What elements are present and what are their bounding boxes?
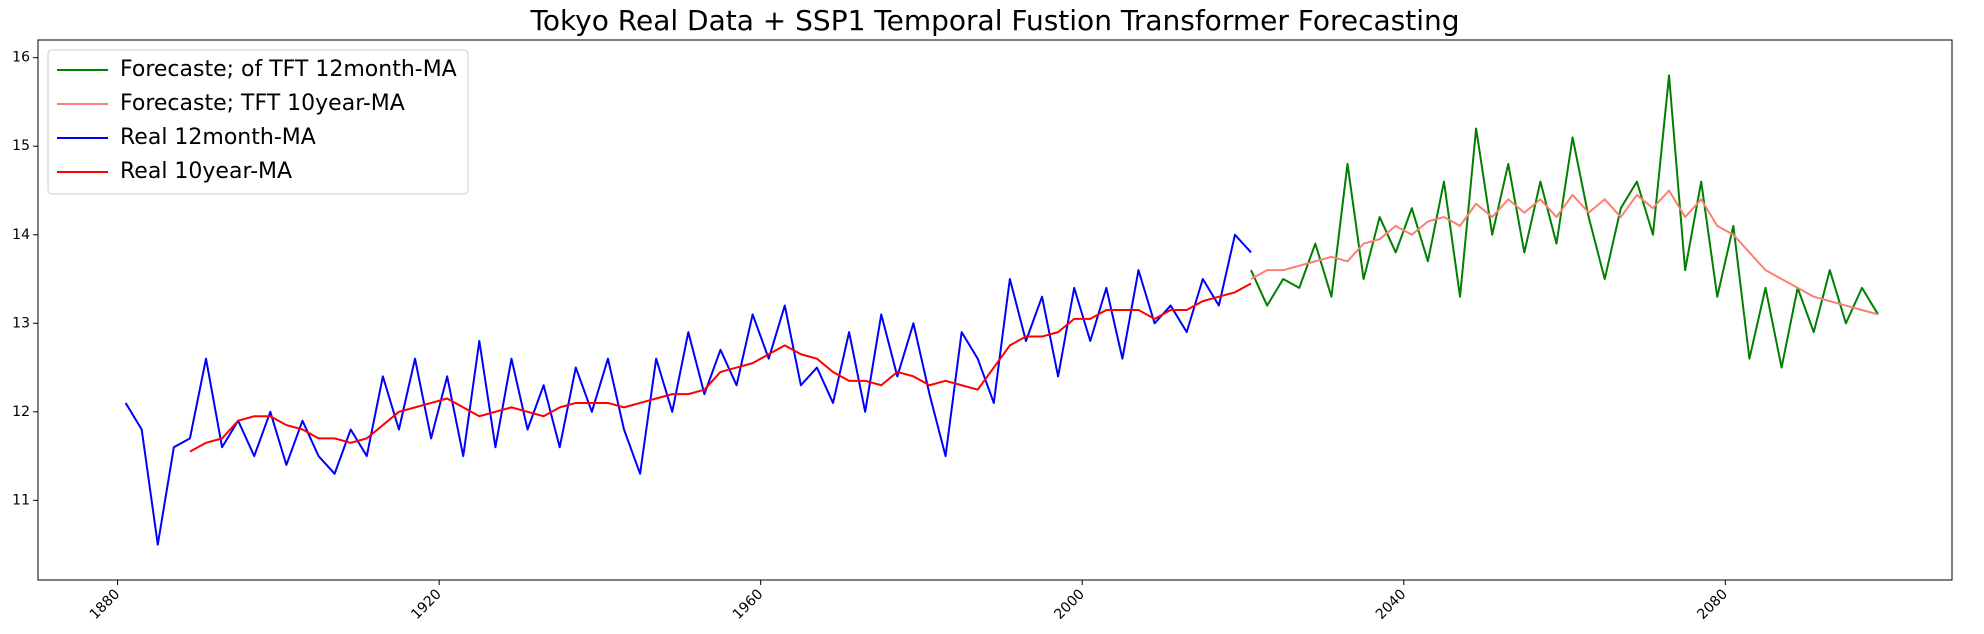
series-line [1250,189,1879,316]
y-tick-label: 12 [12,404,30,420]
plot-area [124,74,1879,546]
series-line [1250,74,1879,369]
y-tick-label: 14 [12,227,30,243]
y-tick-label: 15 [12,138,30,154]
legend-label: Real 12month-MA [120,125,316,150]
axes-frame [37,39,1953,581]
legend-label: Forecaste; TFT 10year-MA [120,91,405,116]
x-tick-label: 1880 [87,586,124,623]
y-tick-label: 11 [12,492,30,508]
y-tick-label: 16 [12,50,30,66]
x-tick-label: 2000 [1051,586,1088,623]
series-line [189,282,1252,453]
chart-title: Tokyo Real Data + SSP1 Temporal Fustion … [529,4,1459,37]
x-tick-label: 1960 [730,586,767,623]
legend-label: Real 10year-MA [120,159,292,184]
legend: Forecaste; of TFT 12month-MA Forecaste; T… [47,49,469,195]
x-tick-label: 2080 [1694,586,1731,623]
legend-box [47,49,469,195]
y-tick-label: 13 [12,315,30,331]
series-line [124,233,1252,546]
x-tick-label: 2040 [1373,586,1410,623]
x-tick-label: 1920 [408,586,445,623]
legend-label: Forecaste; of TFT 12month-MA [120,57,457,82]
